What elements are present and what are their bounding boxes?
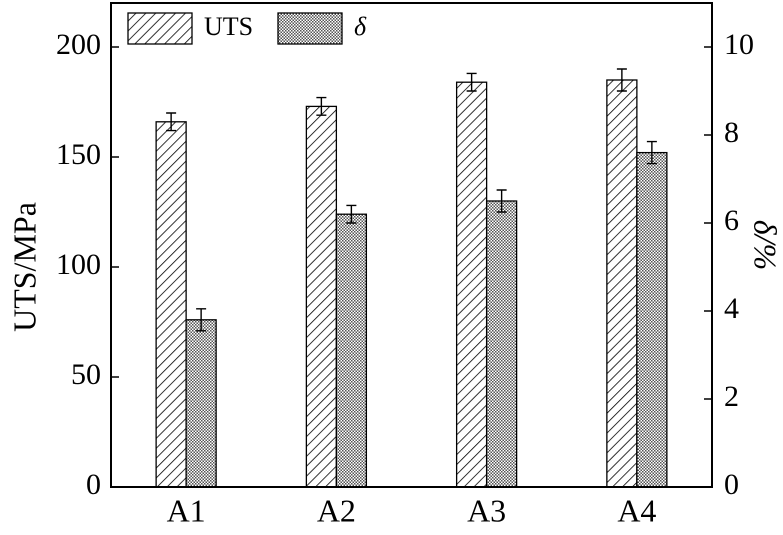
y2-tick-label: 2 xyxy=(724,380,739,413)
bar xyxy=(305,105,338,488)
x-tick-label: A2 xyxy=(317,492,356,528)
bar xyxy=(606,79,638,488)
plot-frame xyxy=(110,2,713,488)
y2-tick-label: 10 xyxy=(724,28,754,61)
y-tick-label: 100 xyxy=(56,248,101,281)
legend-swatch xyxy=(277,12,343,45)
x-tick-label: A4 xyxy=(617,492,656,528)
y-axis-label: UTS/MPa xyxy=(6,202,42,332)
y-tick-label: 0 xyxy=(86,468,101,501)
bar xyxy=(455,81,488,488)
bar xyxy=(335,213,368,488)
bar xyxy=(155,121,187,488)
legend-label: UTS xyxy=(204,12,253,41)
error-bar xyxy=(316,96,327,116)
y2-tick-label: 4 xyxy=(724,292,739,325)
y2-axis-label: δ/% xyxy=(748,220,783,270)
y2-tick-label: 6 xyxy=(724,204,739,237)
error-bar xyxy=(466,72,477,92)
y2-tick-label: 8 xyxy=(724,116,739,149)
error-bar xyxy=(616,68,627,92)
y2-tick-label: 0 xyxy=(724,468,739,501)
error-bar xyxy=(196,308,207,332)
bar xyxy=(485,200,518,488)
x-tick-label: A1 xyxy=(167,492,206,528)
legend-swatch xyxy=(127,12,193,45)
y-tick-label: 200 xyxy=(56,28,101,61)
legend-label: δ xyxy=(354,12,367,41)
error-bar xyxy=(646,140,657,165)
bar xyxy=(636,151,668,488)
error-bar xyxy=(496,189,507,213)
y-tick-label: 50 xyxy=(71,358,101,391)
y-tick-label: 150 xyxy=(56,138,101,171)
error-bar xyxy=(166,112,177,132)
x-tick-label: A3 xyxy=(467,492,506,528)
bar xyxy=(185,319,217,488)
error-bar xyxy=(346,204,357,224)
